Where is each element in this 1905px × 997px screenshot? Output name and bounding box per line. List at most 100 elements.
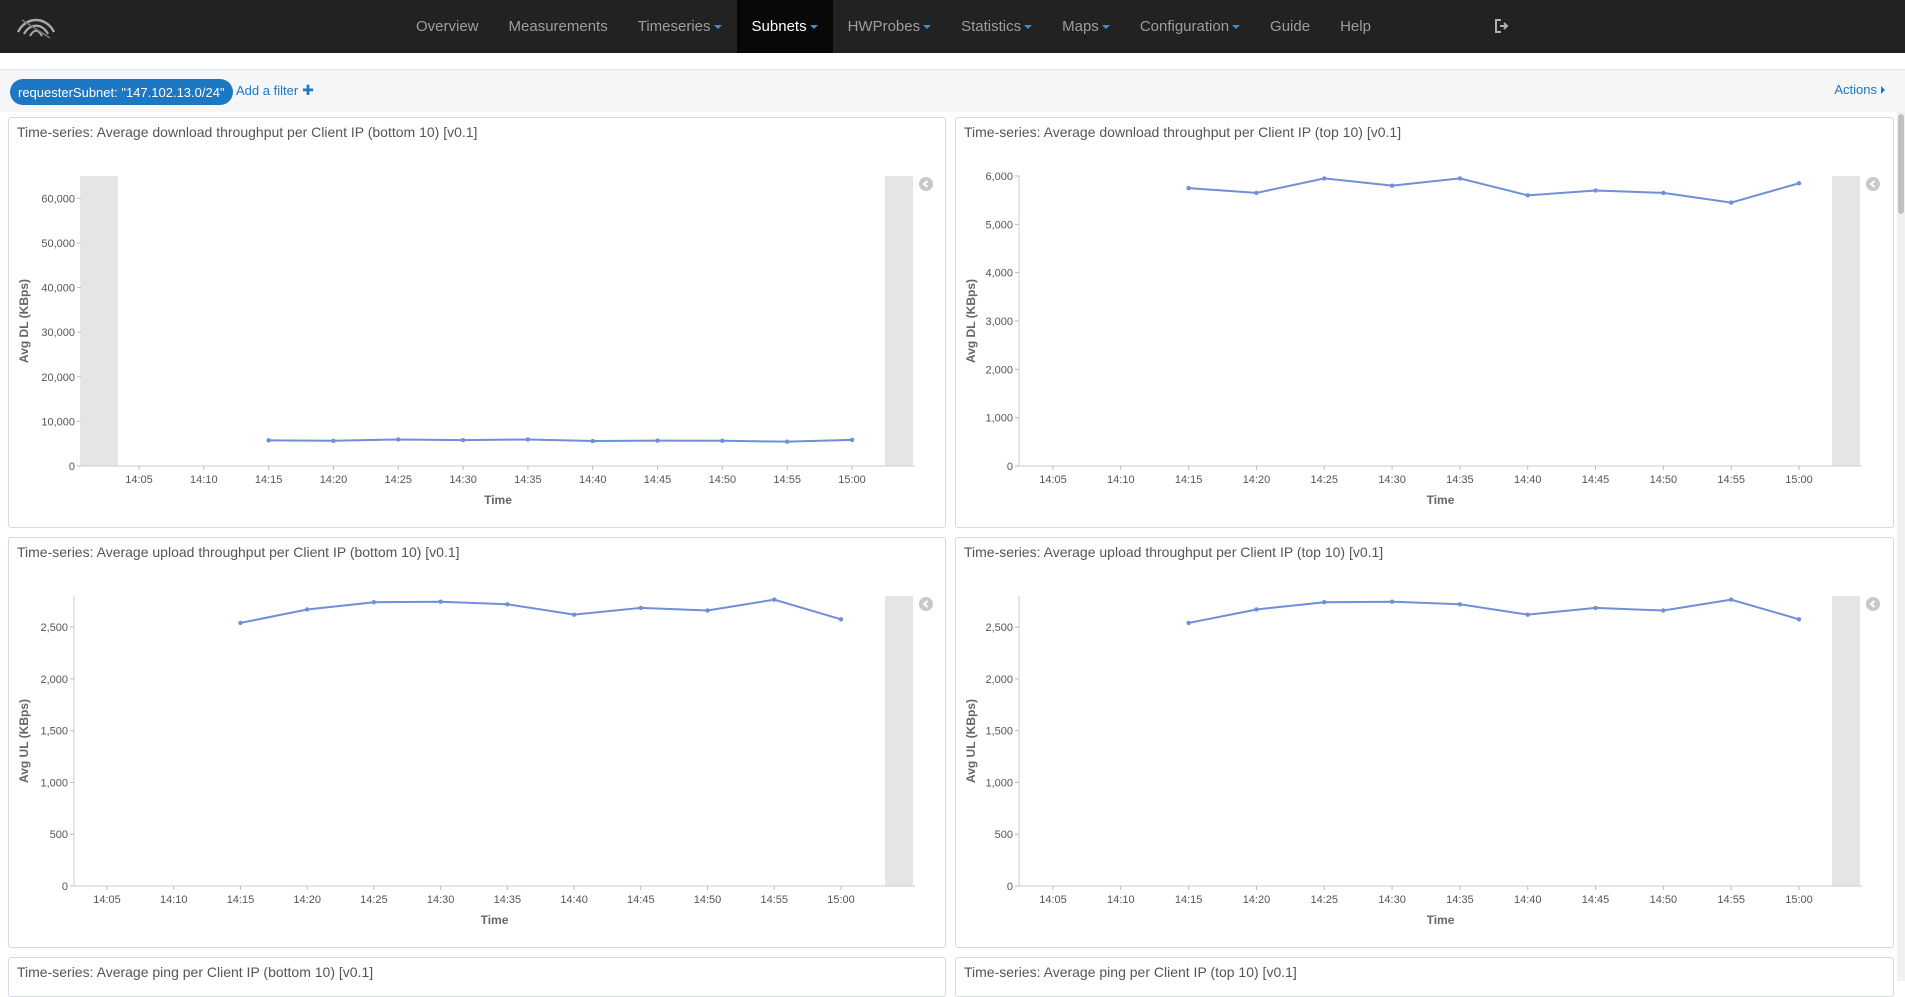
y-axis-title: Avg UL (KBps)	[964, 699, 978, 783]
data-point	[1322, 600, 1327, 605]
logout-icon[interactable]	[1492, 17, 1510, 35]
nav-item-hwprobes[interactable]: HWProbes	[833, 0, 947, 53]
y-tick-label: 50,000	[41, 238, 75, 250]
y-tick-label: 5,000	[985, 219, 1013, 231]
data-point	[1796, 181, 1802, 186]
panel-title: Time-series: Average download throughput…	[17, 124, 478, 140]
panel-title: Time-series: Average upload throughput p…	[17, 544, 460, 560]
y-tick-label: 40,000	[41, 283, 75, 295]
y-tick-label: 1,000	[985, 413, 1013, 425]
caret-down-icon	[1024, 24, 1033, 29]
x-tick-label: 14:20	[1243, 474, 1271, 486]
x-tick-label: 14:45	[644, 474, 672, 486]
data-point	[460, 437, 466, 443]
y-axis-title: Avg DL (KBps)	[17, 279, 31, 363]
data-point	[1254, 190, 1259, 196]
nav-item-configuration[interactable]: Configuration	[1125, 0, 1255, 53]
filter-pill-label: requesterSubnet: "147.102.13.0/24"	[18, 84, 225, 100]
data-point	[638, 605, 644, 611]
y-tick-label: 0	[1007, 461, 1013, 473]
data-point	[784, 439, 790, 444]
nav-item-label: Timeseries	[637, 18, 711, 35]
x-tick-label: 14:10	[1107, 894, 1135, 906]
chart-download-bottom10: 0 10,000 20,000 30,000 40,000 50,000 60,000 14:…	[17, 176, 933, 507]
nav-item-guide[interactable]: Guide	[1255, 0, 1325, 53]
x-tick-label: 14:30	[427, 894, 455, 906]
nav-item-label: Configuration	[1139, 18, 1230, 35]
x-tick-label: 14:30	[1378, 474, 1406, 486]
x-tick-label: 15:00	[827, 894, 855, 906]
panel-ping-bottom10: Time-series: Average ping per Client IP …	[8, 957, 946, 997]
nav-item-label: Statistics	[961, 18, 1022, 35]
series-line	[240, 598, 842, 624]
x-tick-label: 14:15	[1175, 894, 1203, 906]
filter-bar: requesterSubnet: "147.102.13.0/24" Add a…	[0, 69, 1905, 112]
y-tick-label: 6,000	[985, 171, 1013, 183]
y-tick-label: 1,000	[985, 777, 1013, 789]
x-tick-label: 14:10	[1107, 474, 1135, 486]
data-point	[1728, 200, 1734, 205]
data-point	[1661, 608, 1666, 613]
panel-upload-top10: Time-series: Average upload throughput p…	[955, 537, 1894, 948]
nav-item-measurements[interactable]: Measurements	[494, 0, 623, 53]
y-tick-label: 0	[69, 461, 75, 473]
data-point	[238, 620, 243, 626]
nav-item-label: Guide	[1270, 18, 1311, 35]
data-point	[1254, 607, 1259, 612]
chevron-left-icon	[922, 180, 929, 188]
nav-item-maps[interactable]: Maps	[1047, 0, 1125, 53]
collapse-legend-icon[interactable]	[919, 597, 933, 611]
chevron-left-icon	[1869, 600, 1876, 608]
panel-title: Time-series: Average download throughput…	[964, 124, 1402, 140]
actions-link[interactable]: Actions	[1834, 82, 1885, 97]
y-tick-label: 0	[1007, 881, 1013, 893]
x-tick-label: 14:35	[514, 474, 542, 486]
x-axis-title: Time	[1427, 913, 1455, 927]
x-tick-label: 14:25	[1311, 894, 1339, 906]
nav-item-subnets[interactable]: Subnets	[736, 0, 833, 53]
collapse-legend-icon[interactable]	[1866, 177, 1880, 191]
page-scrollbar[interactable]	[1897, 112, 1905, 981]
data-point	[1186, 185, 1191, 191]
x-tick-label: 14:50	[709, 474, 737, 486]
nav-item-help[interactable]: Help	[1325, 0, 1386, 53]
chart-download-top10: 0 1,000 2,000 3,000 4,000 5,000 6,000 14:05 14:1…	[964, 171, 1880, 507]
nav-item-overview[interactable]: Overview	[401, 0, 494, 53]
collapse-legend-icon[interactable]	[1866, 597, 1880, 611]
chart-edge-shade	[1832, 176, 1860, 466]
filter-pill[interactable]: requesterSubnet: "147.102.13.0/24"	[10, 79, 233, 105]
add-filter-link[interactable]: Add a filter ✚	[236, 82, 314, 99]
data-point	[1389, 599, 1395, 604]
x-tick-label: 14:55	[773, 474, 801, 486]
caret-down-icon	[1232, 24, 1241, 29]
y-tick-label: 4,000	[985, 268, 1013, 280]
y-tick-label: 1,500	[40, 726, 68, 738]
data-point	[705, 608, 710, 613]
data-point	[838, 617, 844, 622]
x-tick-label: 14:20	[293, 894, 321, 906]
x-tick-label: 14:10	[160, 894, 188, 906]
x-tick-label: 14:40	[560, 894, 588, 906]
nav-item-timeseries[interactable]: Timeseries	[623, 0, 737, 53]
x-tick-label: 15:00	[1785, 474, 1813, 486]
chart-upload-top10: 0 500 1,000 1,500 2,000 2,500 14:05 14:10 14:15 1…	[964, 596, 1880, 927]
wifi-logo-icon[interactable]	[14, 14, 58, 40]
x-tick-label: 14:40	[579, 474, 607, 486]
scrollbar-thumb[interactable]	[1898, 114, 1904, 214]
x-axis-title: Time	[484, 493, 512, 507]
x-tick-label: 14:20	[1243, 894, 1271, 906]
plus-icon: ✚	[302, 82, 314, 98]
series-line	[1188, 177, 1800, 204]
chart-edge-shade	[885, 176, 913, 466]
nav-item-statistics[interactable]: Statistics	[946, 0, 1047, 53]
data-point	[1593, 188, 1598, 193]
data-point	[1593, 605, 1598, 611]
x-tick-label: 14:05	[1039, 474, 1067, 486]
chart-edge-shade	[1832, 596, 1860, 886]
x-tick-label: 14:35	[494, 894, 522, 906]
x-tick-label: 14:55	[1717, 894, 1745, 906]
x-tick-label: 14:30	[1378, 894, 1406, 906]
data-point	[1728, 597, 1734, 602]
collapse-legend-icon[interactable]	[919, 177, 933, 191]
data-point	[1186, 620, 1191, 626]
